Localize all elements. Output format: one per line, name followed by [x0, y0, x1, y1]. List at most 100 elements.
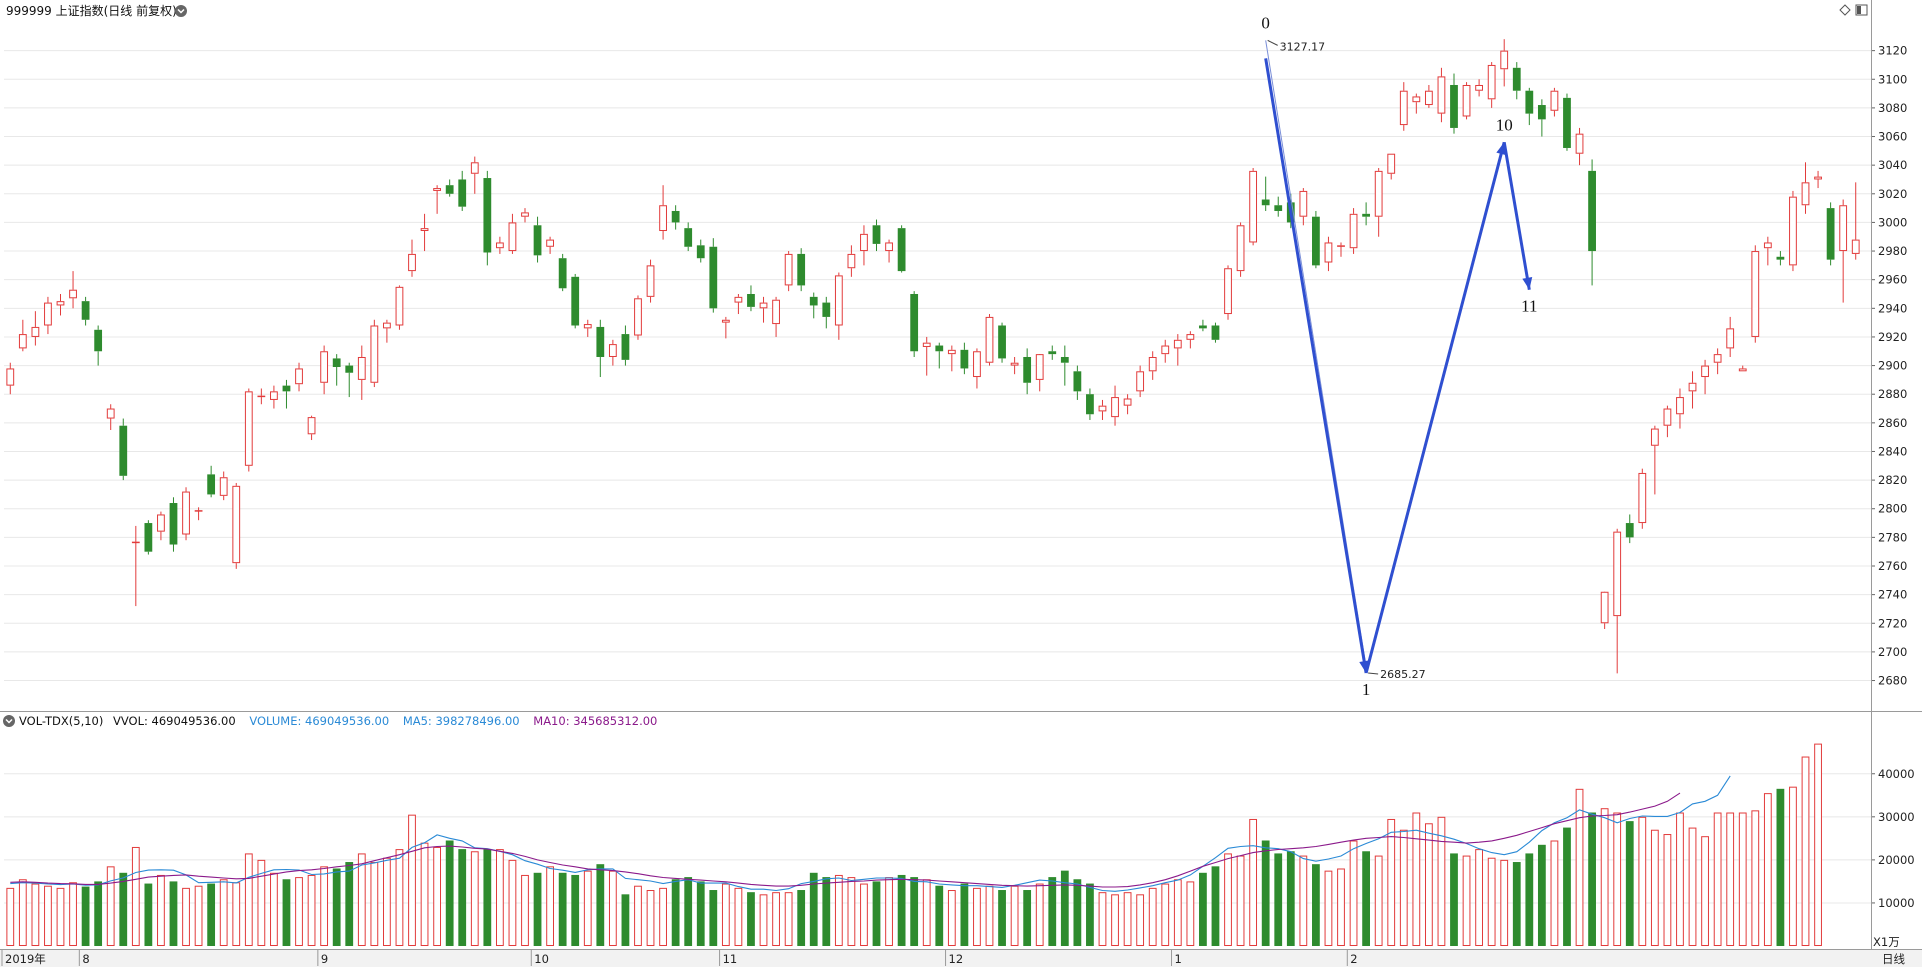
candle-body — [709, 246, 718, 309]
candle — [1638, 468, 1647, 529]
candle-body — [6, 368, 15, 386]
volume-bar — [973, 887, 981, 947]
wave-arrow-10-11 — [1502, 142, 1531, 290]
volume-bar — [1512, 862, 1521, 946]
volume-bar — [1035, 883, 1044, 946]
candle-body — [1098, 405, 1107, 412]
wave-point-label: 1 — [1362, 680, 1371, 699]
candle — [1123, 394, 1132, 415]
candle-body — [847, 253, 856, 269]
price-panel: 0 1 10 11 3127.17 2685.27 2680 2700 2720 2740 276… — [4, 3, 1907, 699]
diamond-icon[interactable] — [1839, 4, 1851, 16]
candle — [1789, 190, 1797, 272]
candle — [1186, 331, 1195, 349]
candle — [1236, 222, 1245, 277]
volume-bar — [483, 849, 492, 946]
candle-body — [571, 276, 580, 326]
candle — [910, 291, 919, 357]
volume-value: VOLUME: 469049536.00 — [249, 714, 389, 728]
candle-body — [1399, 90, 1408, 126]
volume-bar — [219, 879, 228, 947]
indicator-dropdown-icon[interactable] — [3, 715, 15, 727]
title-dropdown-icon[interactable] — [175, 5, 187, 17]
candle-body — [1450, 84, 1458, 128]
candle-body — [872, 225, 881, 244]
volume-bar — [1776, 788, 1785, 946]
time-axis-bar — [0, 949, 1922, 967]
period-label[interactable]: 日线 — [1882, 952, 1905, 966]
volume-tick-label: 30000 — [1878, 810, 1915, 824]
candle — [747, 285, 755, 312]
candle — [1500, 39, 1509, 87]
ma5-line — [10, 775, 1731, 892]
candle — [182, 487, 190, 541]
candle-body — [634, 298, 642, 336]
candle-body — [307, 417, 316, 435]
candle-body — [935, 345, 944, 352]
volume-bar — [1023, 890, 1032, 946]
candle — [1224, 265, 1232, 320]
candle-body — [1801, 182, 1810, 206]
candle — [1010, 356, 1019, 375]
candle — [1023, 348, 1032, 395]
candle — [144, 520, 153, 555]
candle — [408, 239, 416, 277]
candle — [1738, 365, 1747, 372]
volume-bar — [1412, 812, 1421, 946]
candle-body — [1575, 133, 1584, 154]
volume-bar — [383, 857, 391, 946]
candle — [960, 342, 969, 375]
volume-bar — [1525, 853, 1534, 946]
ma10-line — [10, 792, 1681, 888]
candle-body — [1500, 50, 1509, 70]
candle-body — [219, 477, 228, 496]
vvol-value: VVOL: 469049536.00 — [113, 714, 236, 728]
volume-unit-label: X1万 — [1873, 935, 1900, 949]
candle — [1111, 385, 1119, 426]
candle-body — [797, 253, 806, 286]
volume-bar — [69, 882, 77, 947]
candle-body — [420, 228, 429, 232]
candle-body — [546, 239, 554, 247]
candle-body — [621, 334, 630, 360]
candle — [1726, 316, 1735, 357]
candle — [232, 482, 241, 569]
candle — [1312, 210, 1320, 269]
candle-body — [232, 485, 241, 564]
volume-bar — [1173, 879, 1182, 947]
candle — [634, 295, 642, 340]
candle — [546, 236, 554, 254]
candle-body — [1839, 205, 1848, 252]
candle — [244, 388, 253, 472]
candle — [809, 292, 818, 319]
candle-body — [1161, 345, 1170, 355]
volume-bar — [1148, 887, 1157, 947]
price-tick-label: 3060 — [1878, 130, 1907, 144]
candle-body — [345, 365, 354, 373]
candle — [1801, 162, 1810, 214]
volume-bar — [144, 883, 153, 946]
volume-bar — [935, 885, 944, 946]
volume-bar — [1387, 818, 1396, 946]
candle — [157, 511, 165, 541]
candle-body — [445, 185, 454, 194]
volume-bar — [1663, 834, 1672, 947]
candle — [646, 259, 655, 303]
price-tick-label: 3000 — [1878, 215, 1907, 229]
candle — [1588, 159, 1596, 286]
candle — [169, 497, 178, 552]
candle-body — [1412, 96, 1421, 103]
candle — [357, 345, 366, 400]
candle-body — [1814, 176, 1822, 180]
time-tick-label: 11 — [723, 952, 738, 966]
candle-body — [1123, 398, 1132, 406]
candle — [521, 208, 529, 223]
candle — [1763, 236, 1772, 266]
panel-toggle-icon[interactable] — [1855, 4, 1868, 16]
candle-body — [1537, 105, 1546, 120]
candle — [445, 179, 454, 197]
volume-bar — [244, 853, 253, 947]
volume-bar — [834, 874, 843, 946]
candle-body — [1650, 428, 1659, 446]
volume-bar — [1123, 892, 1132, 946]
